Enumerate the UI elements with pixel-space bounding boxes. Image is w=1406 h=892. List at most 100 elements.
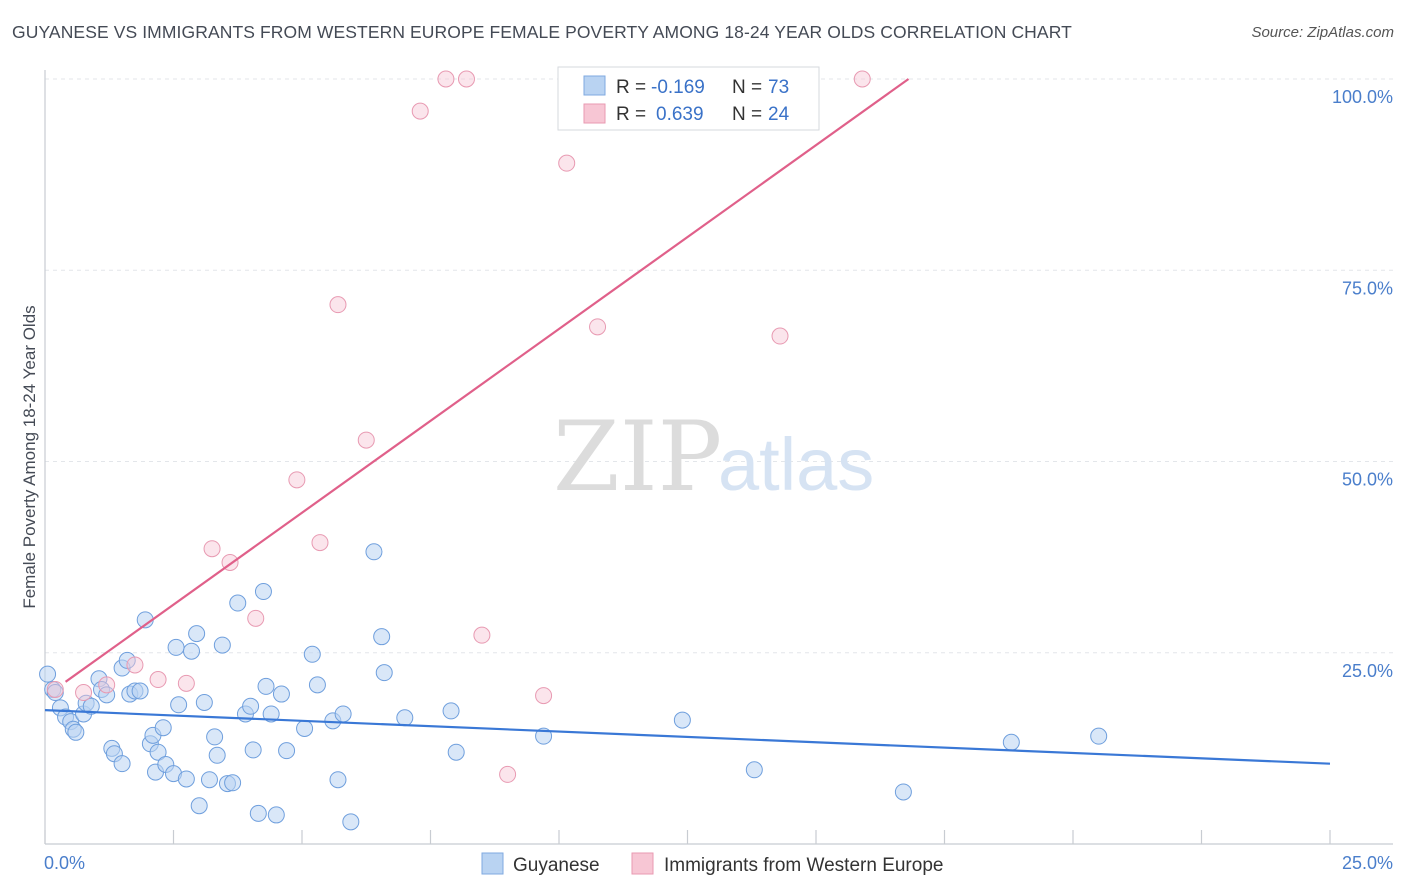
watermark: ZIP atlas [553, 401, 874, 513]
guyanese-point [149, 743, 167, 761]
guyanese-point [375, 664, 393, 682]
legend-r-label-1: R = [616, 77, 646, 98]
western-europe-point [329, 296, 347, 314]
x-ticks [44, 830, 1331, 844]
y-tick-labels: 25.0% 50.0% 75.0% 100.0% [1332, 87, 1393, 681]
watermark-zip: ZIP [553, 401, 722, 513]
guyanese-point [113, 755, 131, 773]
legend-r-value-2: 0.639 [656, 104, 704, 125]
western-europe-point [457, 70, 475, 88]
western-europe-point [75, 684, 93, 702]
western-europe-point [46, 680, 64, 698]
guyanese-point [213, 636, 231, 654]
guyanese-point [39, 665, 57, 683]
trendlines [44, 78, 1331, 765]
guyanese-point [200, 771, 218, 789]
western-europe-point [473, 626, 491, 644]
guyanese-point [329, 771, 347, 789]
guyanese-point [442, 702, 460, 720]
western-europe-point [357, 431, 375, 449]
guyanese-point [296, 719, 314, 737]
legend-r-label-2: R = [616, 104, 646, 125]
western-europe-point [149, 671, 167, 689]
y-tick-label: 75.0% [1342, 278, 1393, 298]
guyanese-point [262, 705, 280, 723]
guyanese-point [206, 728, 224, 746]
guyanese-point [182, 642, 200, 660]
guyanese-point [98, 686, 116, 704]
guyanese-point [894, 783, 912, 801]
western-europe-point [247, 609, 265, 627]
legend-swatch-western-europe [583, 103, 606, 124]
western-europe-point [126, 656, 144, 674]
bottom-legend-swatch-western-europe [631, 852, 654, 875]
guyanese-point [272, 685, 290, 703]
guyanese-point [267, 806, 285, 824]
guyanese-point [447, 743, 465, 761]
guyanese-point [208, 746, 226, 764]
western-europe-point [589, 318, 607, 336]
western-europe-point [499, 765, 517, 783]
bottom-legend-western-europe: Immigrants from Western Europe [664, 855, 943, 876]
x-tick-label-max: 25.0% [1342, 853, 1393, 873]
guyanese-point [308, 676, 326, 694]
legend-swatch-guyanese [583, 75, 606, 96]
guyanese-point [303, 645, 321, 663]
guyanese-point [257, 677, 275, 695]
bottom-legend-guyanese: Guyanese [513, 855, 600, 876]
western-europe-point [853, 70, 871, 88]
guyanese-point [334, 705, 352, 723]
western-europe-point [411, 102, 429, 120]
western-europe-point [437, 70, 455, 88]
guyanese-point [67, 723, 85, 741]
gridlines [45, 78, 1393, 654]
guyanese-points [39, 543, 1108, 831]
guyanese-point [170, 696, 188, 714]
guyanese-point [254, 583, 272, 601]
guyanese-point [244, 741, 262, 759]
western-europe-point [288, 471, 306, 489]
guyanese-point [342, 813, 360, 831]
guyanese-point [229, 594, 247, 612]
y-axis-title: Female Poverty Among 18-24 Year Olds [20, 305, 39, 608]
guyanese-point [673, 711, 691, 729]
legend-n-label-1: N = [732, 77, 762, 98]
guyanese-point [1090, 727, 1108, 745]
guyanese-point [82, 697, 100, 715]
guyanese-point [396, 709, 414, 727]
western-europe-point [177, 674, 195, 692]
guyanese-point [190, 797, 208, 815]
x-tick-label-min: 0.0% [44, 853, 85, 873]
guyanese-point [195, 693, 213, 711]
axes [44, 70, 1393, 845]
legend-n-label-2: N = [732, 104, 762, 125]
legend-n-value-1: 73 [768, 77, 789, 98]
western-europe-trendline [64, 78, 910, 683]
legend-n-value-2: 24 [768, 104, 790, 125]
guyanese-point [154, 719, 172, 737]
guyanese-point [249, 804, 267, 822]
correlation-legend: R = -0.169 N = 73 R = 0.639 N = 24 [557, 66, 820, 131]
y-tick-label: 50.0% [1342, 470, 1393, 490]
western-europe-point [98, 676, 116, 694]
western-europe-point [203, 540, 221, 558]
y-tick-label: 100.0% [1332, 87, 1393, 107]
guyanese-point [745, 761, 763, 779]
western-europe-point [535, 687, 553, 705]
bottom-legend-swatch-guyanese [481, 852, 504, 875]
guyanese-point [373, 628, 391, 646]
guyanese-point [242, 697, 260, 715]
guyanese-point [131, 682, 149, 700]
legend-r-value-1: -0.169 [651, 77, 705, 98]
western-europe-point [558, 154, 576, 172]
guyanese-point [188, 625, 206, 643]
guyanese-point [177, 770, 195, 788]
guyanese-point [224, 774, 242, 792]
chart-title: GUYANESE VS IMMIGRANTS FROM WESTERN EURO… [12, 22, 1072, 42]
guyanese-point [365, 543, 383, 561]
western-europe-points [46, 70, 871, 783]
series-legend: Guyanese Immigrants from Western Europe [481, 852, 943, 876]
guyanese-point [1002, 733, 1020, 751]
y-tick-label: 25.0% [1342, 661, 1393, 681]
